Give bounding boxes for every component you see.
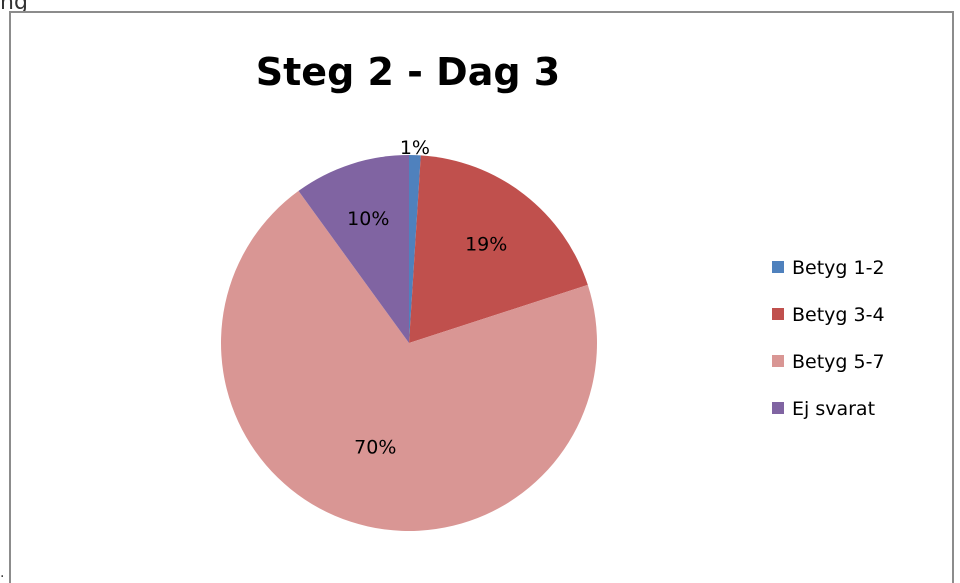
chart-legend: Betyg 1-2 Betyg 3-4 Betyg 5-7 Ej svarat [772,257,885,420]
pie-slice-betyg-5-7 [220,190,597,532]
pie-slice-betyg-3-4 [409,155,588,343]
data-label-betyg-3-4: 19% [465,234,507,256]
legend-swatch-betyg-1-2 [772,261,784,273]
pie-slices [220,155,597,532]
legend-swatch-betyg-5-7 [772,355,784,367]
legend-label-ej-svarat: Ej svarat [792,398,875,420]
legend-swatch-betyg-3-4 [772,308,784,320]
legend-swatch-ej-svarat [772,402,784,414]
stray-mark: . [0,565,5,581]
legend-label-betyg-3-4: Betyg 3-4 [792,304,885,326]
legend-label-betyg-5-7: Betyg 5-7 [792,351,885,373]
pie-data-labels: 1% 19% 70% 10% [347,137,507,459]
page-fragment-text: ng [0,0,28,15]
pie-slice-betyg-1-2 [409,155,421,343]
data-label-betyg-1-2: 1% [400,137,430,159]
data-label-ej-svarat: 10% [347,208,389,230]
data-label-betyg-5-7: 70% [354,437,396,459]
legend-label-betyg-1-2: Betyg 1-2 [792,257,885,279]
pie-slice-ej-svarat [298,155,409,343]
chart-title: Steg 2 - Dag 3 [256,50,560,94]
